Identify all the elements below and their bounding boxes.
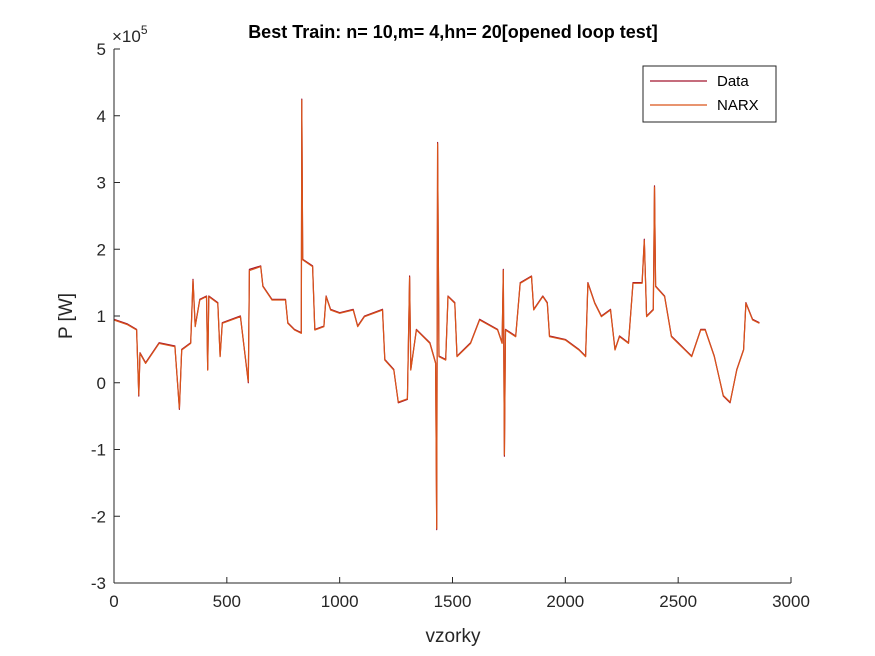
y-ticks: -3 -2 -1 0 1 2 3 4 5	[91, 40, 120, 593]
y-tick-label: -2	[91, 507, 106, 526]
y-tick-label: -3	[91, 574, 106, 593]
series-line-narx	[113, 99, 760, 529]
x-tick-label: 2000	[546, 592, 584, 611]
y-exponent-prefix: ×10	[112, 27, 141, 46]
x-tick-label: 3000	[772, 592, 810, 611]
x-tick-label: 1500	[434, 592, 472, 611]
series-layer	[113, 98, 760, 531]
y-tick-label: 3	[97, 174, 106, 193]
y-tick-label: 4	[97, 107, 106, 126]
x-ticks: 0 500 1000 1500 2000 2500 3000	[109, 577, 810, 611]
y-tick-label: 2	[97, 240, 106, 259]
x-tick-label: 2500	[659, 592, 697, 611]
y-exponent-power: 5	[141, 23, 148, 37]
legend: Data NARX	[642, 65, 777, 123]
y-tick-label: 0	[97, 374, 106, 393]
x-tick-label: 1000	[321, 592, 359, 611]
x-tick-label: 500	[213, 592, 241, 611]
y-exponent: ×105	[112, 23, 148, 46]
y-axis-label: P [W]	[56, 293, 77, 339]
x-tick-label: 0	[109, 592, 118, 611]
legend-label-narx: NARX	[717, 97, 759, 114]
legend-box	[642, 65, 777, 123]
y-tick-label: 5	[97, 40, 106, 59]
y-tick-label: -1	[91, 441, 106, 460]
y-tick-label: 1	[97, 307, 106, 326]
plot-area	[114, 49, 791, 583]
legend-label-data: Data	[717, 73, 749, 90]
chart-title: Best Train: n= 10,m= 4,hn= 20[opened loo…	[248, 22, 658, 42]
x-axis-label: vzorky	[426, 626, 481, 647]
